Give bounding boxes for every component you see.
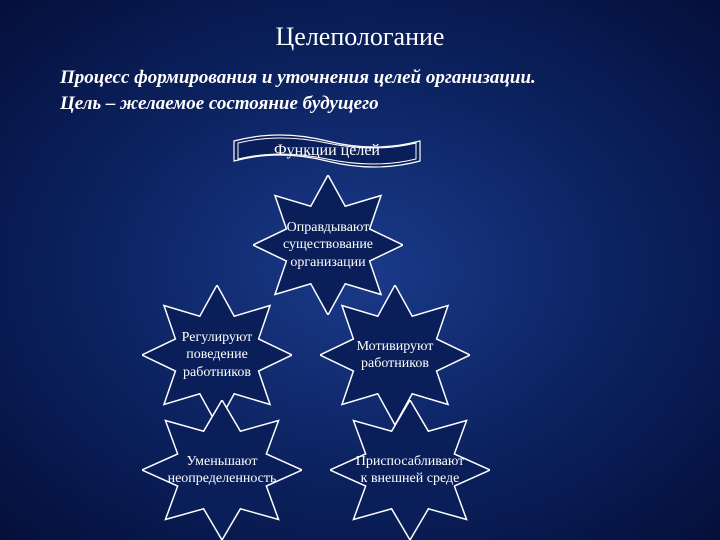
page-title: Целепологание — [0, 22, 720, 52]
subtitle-line2: Цель – желаемое состояние будущего — [60, 93, 379, 114]
banner-label: Функции целей — [232, 127, 422, 175]
subtitle-line1: Процесс формирования и уточнения целей о… — [60, 67, 536, 88]
star-reduce: Уменьшают неопределенность — [142, 400, 302, 540]
subtitle: Процесс формирования и уточнения целей о… — [60, 65, 660, 116]
banner-functions: Функции целей — [232, 127, 422, 175]
star-adapt: Приспосабливаютк внешней среде — [330, 400, 490, 540]
star-label: Уменьшают неопределенность — [142, 400, 302, 540]
star-label: Приспосабливаютк внешней среде — [330, 400, 490, 540]
